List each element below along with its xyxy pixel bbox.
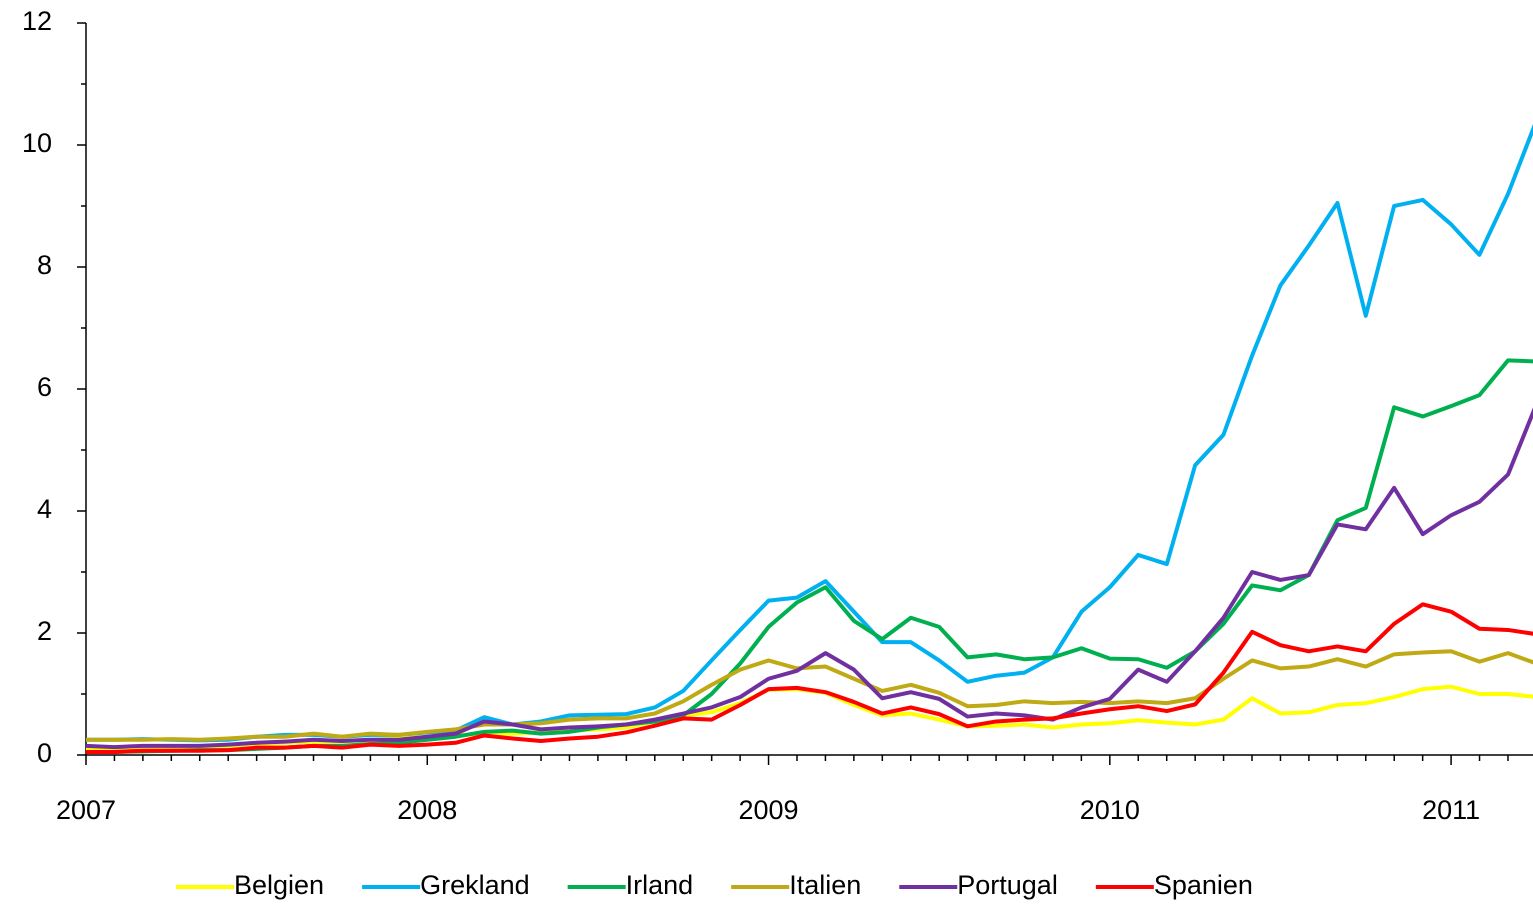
series-line	[86, 358, 1533, 754]
y-tick-label: 4	[37, 494, 52, 524]
legend-label: Portugal	[957, 870, 1058, 900]
plot-area	[86, 123, 1533, 754]
y-tick-label: 0	[37, 738, 52, 768]
y-tick-label: 12	[22, 6, 52, 36]
legend-label: Irland	[626, 870, 694, 900]
x-tick-label: 2011	[1422, 795, 1480, 825]
y-tick-label: 10	[22, 128, 52, 158]
series-line	[86, 602, 1533, 754]
x-tick-label: 2007	[56, 795, 116, 825]
series-line	[86, 649, 1533, 742]
axes: 0 2 4 6 8 10 12 2007 2008 2009 2010 2011	[22, 6, 1533, 825]
y-tick-label: 8	[37, 250, 52, 280]
x-tick-label: 2008	[397, 795, 457, 825]
y-tick-label: 2	[37, 616, 52, 646]
x-tick-label: 2009	[739, 795, 799, 825]
series-line	[86, 123, 1533, 743]
series-line	[86, 407, 1533, 750]
x-tick-label: 2010	[1080, 795, 1140, 825]
legend-label: Spanien	[1154, 870, 1253, 900]
legend-label: Grekland	[420, 870, 530, 900]
y-tick-label: 6	[37, 372, 52, 402]
legend-label: Italien	[789, 870, 861, 900]
legend-label: Belgien	[234, 870, 324, 900]
legend: Belgien Grekland Irland Italien Portugal Span…	[176, 870, 1253, 900]
